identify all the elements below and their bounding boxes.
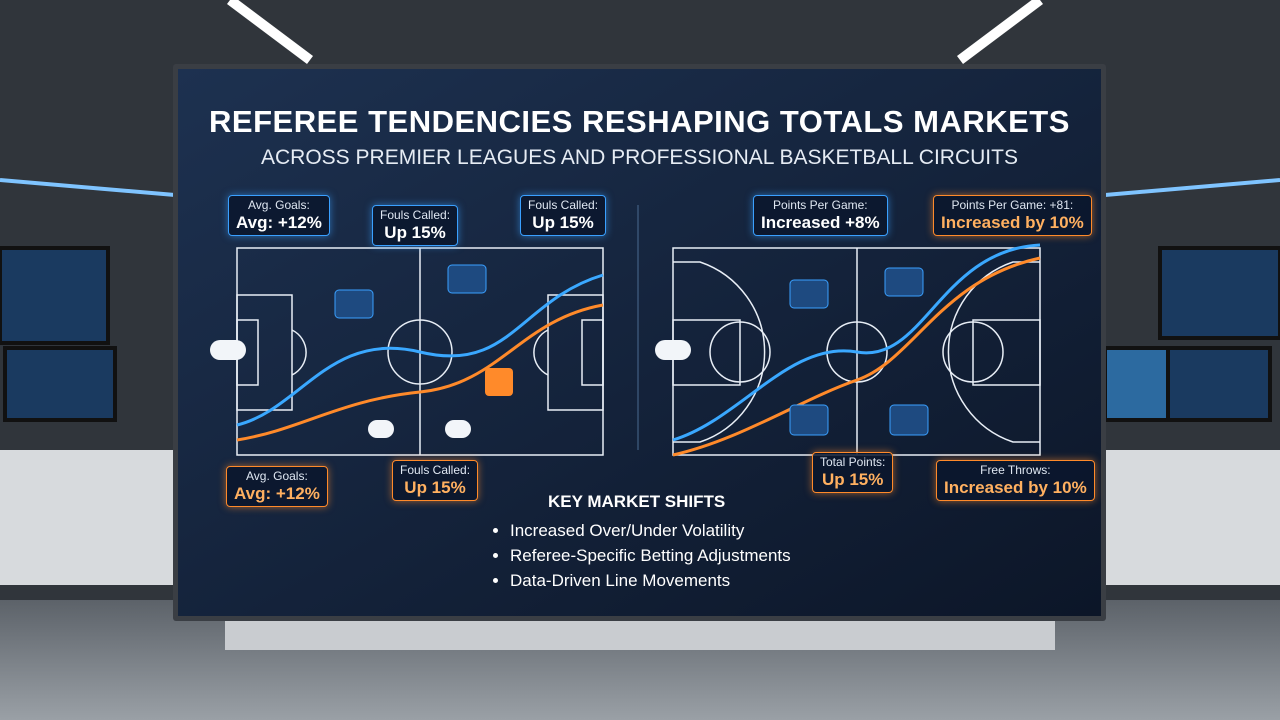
- callout: Fouls Called: Up 15%: [392, 460, 479, 502]
- callout-value: Avg: +12%: [234, 483, 320, 503]
- key-title: KEY MARKET SHIFTS: [548, 492, 726, 511]
- desk: [1105, 450, 1280, 585]
- callout-value: Up 15%: [532, 212, 594, 232]
- callout: Fouls Called: Up 15%: [372, 205, 459, 247]
- side-monitor: [0, 246, 110, 345]
- callout: Points Per Game: Increased +8%: [753, 195, 888, 237]
- whistle-icons: [210, 264, 929, 438]
- callout-label: Points Per Game: +81:: [951, 198, 1074, 212]
- callout: Total Points: Up 15%: [812, 452, 894, 494]
- screen: [178, 69, 1101, 616]
- side-monitor: [1166, 346, 1272, 422]
- callout: Free Throws: Increased by 10%: [936, 460, 1095, 502]
- side-monitor: [1103, 346, 1172, 422]
- key-item: Data-Driven Line Movements: [510, 568, 791, 593]
- key-list: Increased Over/Under Volatility Referee-…: [492, 518, 791, 593]
- key-item: Referee-Specific Betting Adjustments: [510, 543, 791, 568]
- wall-light: [1104, 178, 1280, 197]
- callout: Avg. Goals: Avg: +12%: [226, 466, 328, 508]
- ceiling-light: [957, 0, 1043, 64]
- ceiling-light: [227, 0, 313, 64]
- callout-label: Fouls Called:: [380, 208, 451, 222]
- callout-value: Avg: +12%: [236, 212, 322, 232]
- callout: Points Per Game: +81: Increased by 10%: [933, 195, 1092, 237]
- callout-value: Up 15%: [404, 477, 466, 497]
- title: REFEREE TENDENCIES RESHAPING TOTALS MARK…: [209, 104, 1070, 139]
- callout-label: Avg. Goals:: [246, 469, 308, 483]
- callout-value: Increased +8%: [761, 212, 880, 232]
- callout-value: Up 15%: [821, 469, 884, 489]
- callout-value: Increased by 10%: [944, 477, 1087, 497]
- callout-label: Avg. Goals:: [248, 198, 310, 212]
- callout: Avg. Goals: Avg: +12%: [228, 195, 330, 237]
- callout-label: Fouls Called:: [400, 463, 471, 477]
- callout-label: Points Per Game:: [772, 198, 868, 212]
- side-monitor: [1158, 246, 1280, 340]
- desk: [0, 450, 175, 585]
- callout-label: Free Throws:: [980, 463, 1051, 477]
- callout-label: Fouls Called:: [528, 198, 599, 212]
- callout-value: Increased by 10%: [941, 212, 1084, 232]
- key-item: Increased Over/Under Volatility: [510, 518, 791, 543]
- callout-label: Total Points:: [820, 455, 886, 469]
- callout-value: Up 15%: [384, 222, 446, 242]
- side-monitor: [3, 346, 117, 422]
- trend-lines: [236, 243, 1041, 457]
- callout: Fouls Called: Up 15%: [520, 195, 607, 237]
- subtitle: ACROSS PREMIER LEAGUES AND PROFESSIONAL …: [261, 146, 1018, 169]
- wall-light: [0, 178, 176, 197]
